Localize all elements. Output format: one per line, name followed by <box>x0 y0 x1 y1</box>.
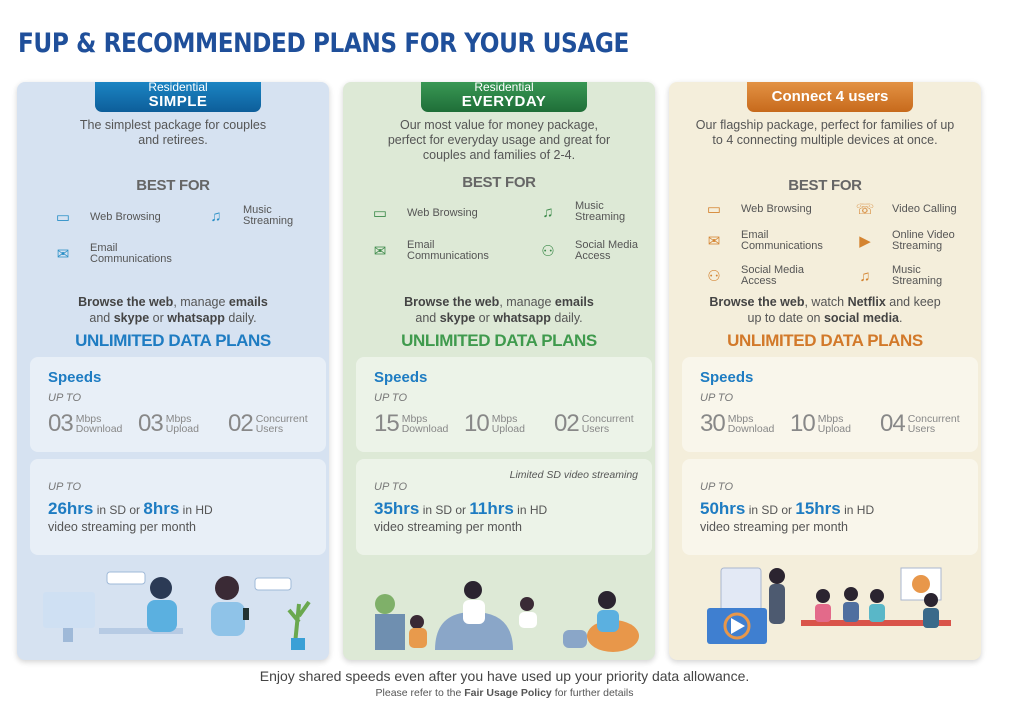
illustration-family-living-room <box>375 581 639 652</box>
plan-ribbon: Residential EVERYDAY <box>421 82 587 112</box>
upload-speed: 03 Mbps Upload <box>138 410 199 437</box>
unlimited-data-heading: UNLIMITED DATA PLANS <box>401 331 597 350</box>
streaming-per-month: video streaming per month <box>700 520 848 534</box>
footer-note: Enjoy shared speeds even after you have … <box>259 668 750 684</box>
unlimited-data-heading: UNLIMITED DATA PLANS <box>75 331 271 350</box>
fair-usage-policy-link[interactable]: Fair Usage Policy <box>464 687 552 699</box>
streaming-hours: 50hrs in SD or 15hrs in HD <box>700 499 875 518</box>
plan-card-connect4: Connect 4 users Our flagship package, pe… <box>669 82 981 660</box>
web-browser-icon: ▭ <box>372 204 388 222</box>
illustration-home-office <box>43 571 311 650</box>
use-email: ✉ Email Communications <box>367 240 527 262</box>
streaming-note: Limited SD video streaming <box>509 469 638 481</box>
video-call-icon: ☏ <box>855 200 875 218</box>
concurrent-users: 02 Concurrent Users <box>554 410 634 437</box>
plan-description: Our flagship package, perfect for famili… <box>695 118 955 147</box>
speeds-panel: Speeds UP TO 03 Mbps Download 03 Mbps Upload… <box>30 357 326 452</box>
web-browser-icon: ▭ <box>706 200 722 218</box>
use-web-browsing: ▭ Web Browsing <box>50 207 190 227</box>
plan-tagline: Browse the web, manage emails and skype … <box>404 295 594 325</box>
ribbon-subtitle: Residential <box>148 82 208 94</box>
illustration-team-meeting <box>707 567 951 644</box>
speed-specs: 30 Mbps Download 10 Mbps Upload 04 Concurrent… <box>700 410 970 438</box>
use-social-media: ⚇ Social Media Access <box>701 265 851 287</box>
speed-specs: 15 Mbps Download 10 Mbps Upload 02 Concurrent… <box>374 410 644 438</box>
use-email: ✉ Email Communications <box>50 243 180 265</box>
plan-tagline: Browse the web, manage emails and skype … <box>78 295 268 325</box>
speeds-panel: Speeds UP TO 15 Mbps Download 10 Mbps Upload… <box>356 357 652 452</box>
streaming-per-month: video streaming per month <box>374 520 522 534</box>
streaming-hours: 26hrs in SD or 8hrs in HD <box>48 499 213 518</box>
plan-description: Our most value for money package, perfec… <box>387 118 611 162</box>
plan-ribbon: Connect 4 users <box>747 82 913 112</box>
concurrent-users: 02 Concurrent Users <box>228 410 308 437</box>
use-social-media: ⚇ Social Media Access <box>535 240 651 262</box>
streaming-panel: Limited SD video streaming UP TO 35hrs i… <box>356 459 652 555</box>
use-web-browsing: ▭ Web Browsing <box>701 199 841 219</box>
web-browser-icon: ▭ <box>55 208 71 226</box>
use-web-browsing: ▭ Web Browsing <box>367 203 507 223</box>
unlimited-data-heading: UNLIMITED DATA PLANS <box>727 331 923 350</box>
concurrent-users: 04 Concurrent Users <box>880 410 960 437</box>
up-to-label: UP TO <box>374 481 408 493</box>
plan-ribbon: Residential SIMPLE <box>95 82 261 112</box>
music-note-icon: ♫ <box>859 267 871 285</box>
upload-speed: 10 Mbps Upload <box>790 410 851 437</box>
plan-tagline: Browse the web, watch Netflix and keep u… <box>709 295 941 325</box>
video-play-icon: ▶ <box>859 232 871 250</box>
up-to-label: UP TO <box>374 392 408 404</box>
use-email: ✉ Email Communications <box>701 230 851 252</box>
speeds-heading: Speeds <box>374 369 428 386</box>
plan-description: The simplest package for couples and ret… <box>79 118 267 147</box>
use-video-calling: ☏ Video Calling <box>852 199 972 219</box>
download-speed: 03 Mbps Download <box>48 410 123 437</box>
use-music-streaming: ♫ Music Streaming <box>535 201 645 223</box>
music-note-icon: ♫ <box>210 207 222 225</box>
up-to-label: UP TO <box>48 481 82 493</box>
use-online-video: ▶ Online Video Streaming <box>852 230 972 252</box>
streaming-panel: UP TO 26hrs in SD or 8hrs in HD video st… <box>30 459 326 555</box>
best-for-heading: BEST FOR <box>788 177 862 194</box>
page-title: FUP & RECOMMENDED PLANS FOR YOUR USAGE <box>18 28 629 59</box>
ribbon-title: Connect 4 users <box>771 88 889 105</box>
streaming-per-month: video streaming per month <box>48 520 196 534</box>
use-music-streaming: ♫ Music Streaming <box>203 205 313 227</box>
streaming-panel: UP TO 50hrs in SD or 15hrs in HD video s… <box>682 459 978 555</box>
plan-card-simple: Residential SIMPLE The simplest package … <box>17 82 329 660</box>
best-for-heading: BEST FOR <box>462 174 536 191</box>
plan-card-everyday: Residential EVERYDAY Our most value for … <box>343 82 655 660</box>
download-speed: 30 Mbps Download <box>700 410 775 437</box>
email-envelope-icon: ✉ <box>373 242 387 260</box>
best-for-heading: BEST FOR <box>136 177 210 194</box>
speed-specs: 03 Mbps Download 03 Mbps Upload 02 Concurrent… <box>48 410 318 438</box>
up-to-label: UP TO <box>48 392 82 404</box>
speeds-heading: Speeds <box>700 369 754 386</box>
upload-speed: 10 Mbps Upload <box>464 410 525 437</box>
streaming-hours: 35hrs in SD or 11hrs in HD <box>374 499 548 518</box>
social-media-icon: ⚇ <box>707 267 721 285</box>
ribbon-title: SIMPLE <box>148 93 208 110</box>
use-music-streaming: ♫ Music Streaming <box>852 265 972 287</box>
ribbon-title: EVERYDAY <box>461 93 547 110</box>
up-to-label: UP TO <box>700 392 734 404</box>
email-envelope-icon: ✉ <box>56 245 70 263</box>
ribbon-subtitle: Residential <box>474 82 534 94</box>
speeds-heading: Speeds <box>48 369 102 386</box>
footer-policy-note: Please refer to the Fair Usage Policy fo… <box>375 687 634 699</box>
speeds-panel: Speeds UP TO 30 Mbps Download 10 Mbps Upload… <box>682 357 978 452</box>
social-media-icon: ⚇ <box>541 242 555 260</box>
email-envelope-icon: ✉ <box>707 232 721 250</box>
up-to-label: UP TO <box>700 481 734 493</box>
download-speed: 15 Mbps Download <box>374 410 449 437</box>
music-note-icon: ♫ <box>542 203 554 221</box>
